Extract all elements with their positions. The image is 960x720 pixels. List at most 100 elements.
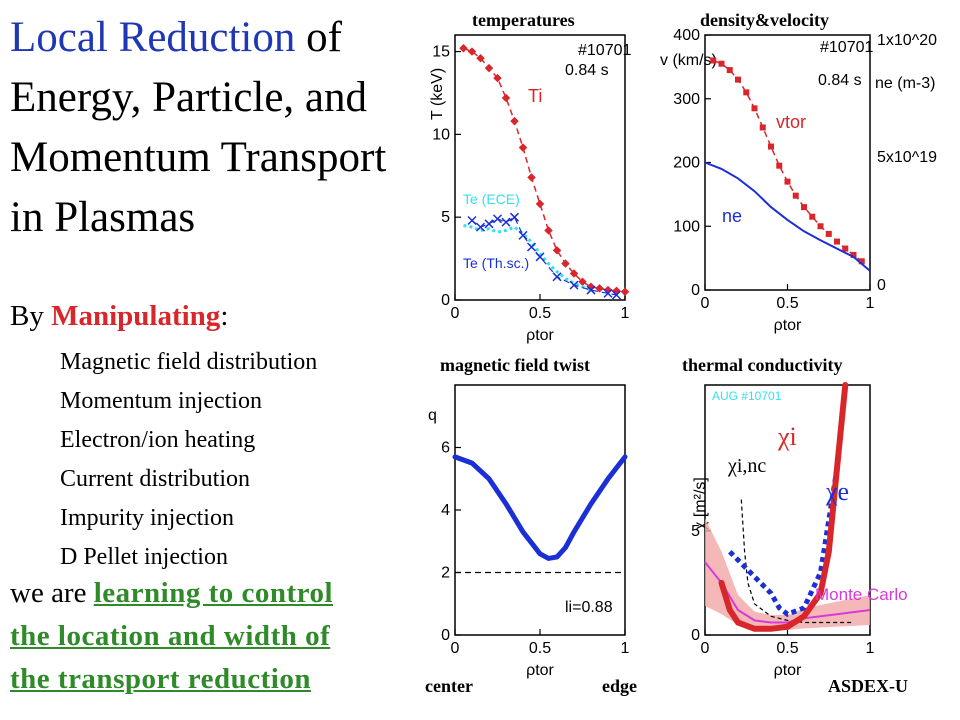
y2-tick-label: 0 [877,277,886,294]
y2-tick-label: 1x10^20 [877,32,937,49]
data-point-ti [467,47,477,56]
y-axis-label: q [428,407,437,424]
series-label-monte-carlo: Monte Carlo [815,585,908,604]
data-point-vtor [834,238,840,245]
x-tick-label: 0 [451,305,460,322]
data-point-vtor [792,192,799,199]
y-tick-label: 2 [441,565,450,582]
monte-carlo-band [705,518,870,630]
data-point-vtor [776,162,783,169]
x-tick-label: 0.5 [529,305,551,322]
data-point-ti [518,143,528,152]
x-tick-label: 0.5 [776,640,798,657]
data-point-vtor [743,89,750,96]
by-heading: By Manipulating: [10,300,228,333]
data-point-te-thsc [586,285,596,295]
y-tick-label: 300 [673,91,700,108]
conclusion-line3: the transport reduction [10,663,311,695]
data-point-vtor [759,124,766,131]
list-item: Momentum injection [60,388,262,414]
by-highlight: Manipulating [51,300,221,332]
y-tick-label: 15 [432,44,450,61]
data-point-te-thsc [569,280,579,290]
series-label-ne: ne [722,206,742,226]
time-label: 0.84 s [565,62,609,79]
x-tick-label: 0.5 [776,295,798,312]
title-line3: Momentum Transport [10,134,387,181]
y-tick-label: 100 [673,218,700,235]
y-tick-label: 4 [441,502,450,519]
series-label-vtor: vtor [776,112,806,132]
label-magnetic: magnetic field twist [440,355,590,375]
data-point-vtor [842,245,849,252]
data-point-vtor [710,57,717,64]
y-tick-label: 0 [441,627,450,644]
y-axis-label: v (km/s) [660,52,717,69]
series-line-chi-i [718,382,849,632]
data-point-ti [561,259,570,268]
series-line-ne [704,161,871,272]
x-tick-label: 0 [701,640,710,657]
plot-frame [454,384,626,636]
x-tick-label: 0.5 [529,640,551,657]
y-tick-label: 400 [673,27,700,44]
data-point-vtor [850,251,857,258]
list-item: D Pellet injection [60,544,228,570]
series-line-monte-carlo [704,561,871,624]
y2-axis-label: ne (m-3) [875,75,935,92]
data-point-te-thsc [484,219,494,229]
data-point-te-thsc [526,242,537,252]
data-point-te-thsc [475,222,486,232]
data-point-ti [501,93,511,103]
data-point-ti [552,246,562,255]
data-point-te-thsc [467,215,477,226]
slide-title: Local Reduction of Energy, Particle, and… [10,8,420,248]
data-point-ti [544,226,553,235]
data-point-te-thsc [518,230,528,240]
x-tick-label: 1 [866,640,875,657]
by-suffix: : [220,300,229,332]
shot-label: #10701 [820,39,873,56]
x-tick-label: 1 [621,640,630,657]
shot-label: AUG #10701 [712,389,782,403]
data-point-vtor [784,178,791,185]
y-axis-label: χ [m²/s] [692,477,709,530]
x-axis-label: ρtor [526,662,554,679]
x-tick-label: 1 [866,295,875,312]
label-temperatures: temperatures [472,10,575,30]
data-point-ti [535,199,545,209]
label-asdex: ASDEX-U [828,676,909,696]
data-point-vtor [817,223,824,230]
data-point-vtor [858,258,865,265]
conclusion-line1: learning to control [93,577,334,609]
label-center: center [425,676,473,696]
series-label-chi-i: χi [777,422,797,451]
li-annotation: li=0.88 [565,599,613,616]
series-label-te-thsc: Te (Th.sc.) [463,255,529,271]
list-item: Electron/ion heating [60,427,256,453]
data-point-vtor [735,76,741,83]
label-edge: edge [602,676,637,696]
title-highlight: Local Reduction [10,14,296,61]
list-item: Current distribution [60,466,250,492]
data-point-vtor [809,213,816,220]
data-point-ti [493,73,502,83]
data-point-ti [620,287,630,296]
label-thermal: thermal conductivity [682,355,843,375]
y-tick-label: 6 [441,440,450,457]
data-point-ti [527,173,536,182]
y-axis-label: T (keV) [429,68,446,120]
x-tick-label: 0 [701,295,710,312]
y-tick-label: 0 [691,627,700,644]
data-point-te-thsc [535,252,545,262]
conclusion-prefix: we are [10,577,94,609]
data-point-te-thsc [611,290,622,300]
data-point-vtor [751,105,758,112]
y-tick-label: 10 [432,126,450,143]
x-axis-label: ρtor [526,327,554,344]
data-point-te-thsc [603,288,613,298]
label-density: density&velocity [700,10,829,30]
data-point-te-thsc [501,217,511,227]
